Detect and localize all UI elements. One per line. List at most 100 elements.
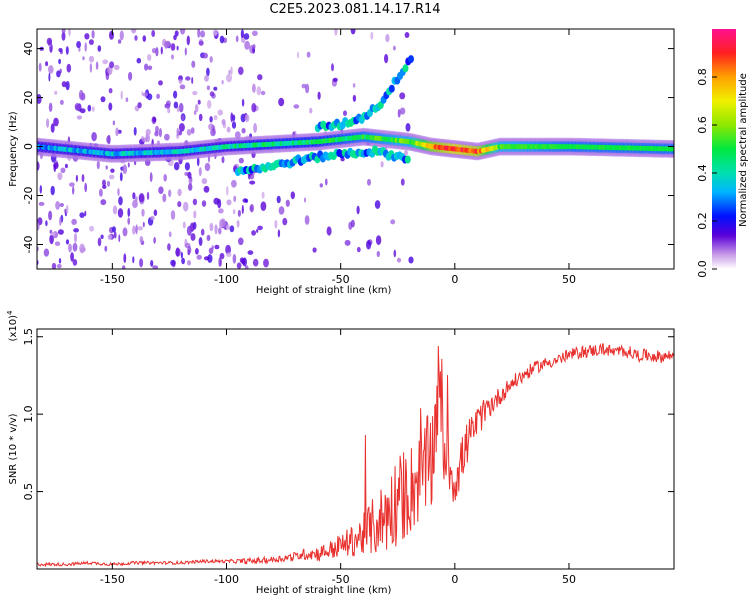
heatmap-speckle (226, 224, 230, 231)
heatmap-speckle (374, 200, 381, 209)
heatmap-branch-blob (408, 55, 414, 64)
heatmap-speckle (191, 77, 194, 84)
x-tick-label: -150 (100, 573, 125, 586)
heatmap-speckle (75, 174, 78, 182)
heatmap-speckle (218, 208, 224, 214)
heatmap-speckle (56, 263, 62, 269)
heatmap-speckle (190, 127, 195, 134)
heatmap-speckle (150, 260, 154, 267)
heatmap-speckle (180, 29, 186, 35)
heatmap-speckle (352, 83, 356, 88)
heatmap-speckle (154, 130, 159, 137)
heatmap-speckle (104, 245, 108, 252)
heatmap-speckle (207, 99, 212, 109)
heatmap-speckle (84, 42, 87, 52)
heatmap-speckle (72, 186, 75, 195)
heatmap-speckle (135, 196, 138, 202)
heatmap-speckle (260, 201, 267, 211)
heatmap-speckle (51, 262, 57, 269)
heatmap-speckle (79, 212, 85, 218)
heatmap-speckle (76, 115, 83, 120)
heatmap-speckle (107, 180, 110, 187)
heatmap-speckle (249, 180, 256, 185)
heatmap-speckle (54, 90, 58, 95)
heatmap-speckle (253, 123, 257, 133)
colorbar-tick-label: 0.2 (696, 212, 709, 230)
x-tick-label: 0 (451, 573, 458, 586)
y-tick-label: 1.0 (22, 405, 35, 423)
heatmap-speckle (304, 215, 310, 225)
heatmap-speckle (139, 236, 144, 244)
heatmap-speckle (201, 200, 207, 207)
colorbar-tick-label: 0.4 (696, 164, 709, 182)
heatmap-layer (37, 29, 674, 269)
heatmap-speckle (158, 80, 163, 86)
heatmap-speckle (167, 243, 171, 251)
heatmap-speckle (408, 256, 414, 264)
heatmap-speckle (70, 252, 74, 262)
heatmap-speckle (197, 29, 201, 38)
heatmap-speckle (233, 195, 237, 202)
heatmap-speckle (106, 135, 111, 144)
heatmap-speckle (108, 102, 113, 111)
heatmap-speckle (247, 250, 254, 255)
heatmap-speckle (46, 118, 50, 128)
heatmap-speckle (202, 52, 209, 59)
heatmap-speckle (228, 69, 231, 75)
heatmap-speckle (181, 114, 185, 121)
heatmap-speckle (56, 70, 61, 78)
heatmap-speckle (174, 30, 179, 37)
heatmap-speckle (132, 199, 138, 209)
heatmap-speckle (278, 97, 285, 107)
heatmap-speckle (55, 201, 60, 210)
heatmap-speckle (112, 205, 118, 215)
heatmap-speckle (91, 132, 97, 142)
heatmap-speckle (50, 123, 55, 133)
heatmap-speckle (108, 174, 115, 180)
heatmap-speckle (206, 85, 210, 91)
y-tick-label: 0.5 (22, 483, 35, 501)
heatmap-speckle (37, 222, 40, 231)
heatmap-speckle (211, 245, 214, 251)
heatmap-speckle (97, 237, 102, 247)
heatmap-speckle (241, 204, 244, 214)
heatmap-speckle (178, 130, 183, 136)
heatmap-speckle (397, 109, 401, 118)
heatmap-speckle (206, 234, 211, 241)
heatmap-speckle (290, 191, 295, 200)
x-tick-label: -100 (214, 573, 239, 586)
heatmap-speckle (370, 31, 374, 40)
heatmap-speckle (282, 217, 288, 226)
heatmap-speckle (119, 30, 124, 41)
x-tick-label: -50 (332, 273, 350, 286)
plot-frame (36, 328, 675, 570)
heatmap-speckle (218, 257, 222, 267)
heatmap-speckle (200, 228, 205, 236)
y-tick-label: 0 (22, 143, 35, 150)
heatmap-speckle (66, 63, 72, 73)
heatmap-speckle (217, 198, 222, 209)
heatmap-speckle (43, 248, 50, 257)
heatmap-speckle (96, 160, 100, 170)
heatmap-speckle (84, 182, 88, 193)
heatmap-speckle (257, 225, 263, 231)
heatmap-speckle (195, 248, 199, 255)
heatmap-speckle (188, 177, 193, 185)
heatmap-speckle (331, 63, 334, 72)
heatmap-speckle (72, 259, 78, 266)
heatmap-speckle (134, 35, 138, 41)
heatmap-speckle (219, 252, 225, 260)
heatmap-speckle (147, 134, 150, 143)
heatmap-speckle (100, 234, 104, 239)
heatmap-speckle (99, 188, 103, 197)
heatmap-speckle (212, 29, 218, 36)
heatmap-speckle (226, 73, 232, 83)
heatmap-speckle (117, 188, 120, 197)
heatmap-speckle (274, 219, 278, 229)
heatmap-speckle (297, 51, 300, 59)
chart-title: C2E5.2023.081.14.17.R14 (269, 2, 440, 17)
heatmap-speckle (127, 217, 130, 225)
heatmap-speckle (393, 45, 396, 51)
heatmap-speckle (193, 210, 197, 219)
